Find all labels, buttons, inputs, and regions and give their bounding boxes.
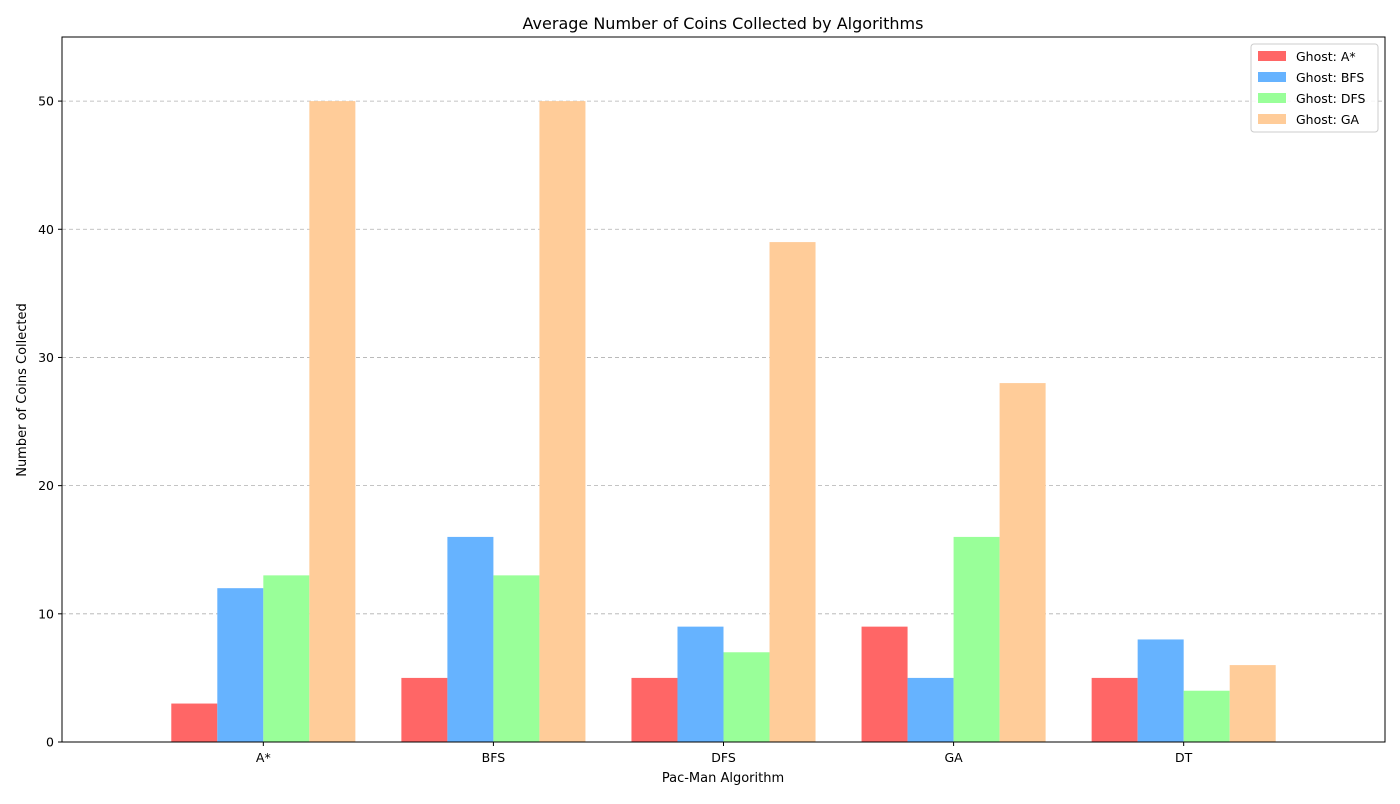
y-tick-label: 20: [38, 478, 54, 493]
bar-ghost-dfs-ga: [953, 536, 1000, 742]
grid-lines: [62, 100, 1385, 615]
x-tick-label: BFS: [482, 750, 506, 765]
plot-frame: [61, 36, 1386, 743]
y-tick-label: 40: [38, 222, 54, 237]
bar-ghost-bfs-ga: [907, 677, 954, 742]
x-tick-label: A*: [256, 750, 271, 765]
bar-ghost-a--ga: [861, 626, 908, 742]
bar-ghost-a--dt: [1091, 677, 1138, 742]
bar-ghost-dfs-bfs: [493, 575, 540, 742]
x-tick-label: GA: [944, 750, 963, 765]
legend-swatch: [1258, 114, 1286, 124]
bar-ghost-bfs-bfs: [447, 536, 494, 742]
legend-label: Ghost: BFS: [1296, 70, 1364, 85]
chart-title: Average Number of Coins Collected by Alg…: [523, 14, 924, 33]
y-tick-label: 0: [46, 735, 54, 750]
axes: 0 10 20 30 40 50 A* BFS DFS GA DT: [38, 36, 1386, 765]
bar-ghost-dfs-dt: [1183, 690, 1230, 742]
bar-ghost-bfs-a: [217, 588, 264, 742]
legend-label: Ghost: GA: [1296, 112, 1360, 127]
bar-ghost-ga-a: [309, 101, 356, 742]
y-axis-label: Number of Coins Collected: [15, 303, 30, 477]
bar-ghost-a--a: [171, 703, 218, 742]
y-tick-label: 30: [38, 350, 54, 365]
bar-ghost-a--bfs: [401, 677, 448, 742]
legend: Ghost: A* Ghost: BFS Ghost: DFS Ghost: GA: [1250, 43, 1379, 133]
bar-ghost-dfs-a: [263, 575, 310, 742]
bar-ghost-bfs-dt: [1137, 639, 1184, 742]
legend-swatch: [1258, 51, 1286, 61]
y-tick-label: 50: [38, 94, 54, 109]
legend-label: Ghost: A*: [1296, 49, 1356, 64]
legend-label: Ghost: DFS: [1296, 91, 1365, 106]
legend-box: [1250, 43, 1379, 133]
bar-ghost-ga-bfs: [539, 101, 586, 742]
bar-ghost-bfs-dfs: [677, 626, 724, 742]
bar-ghost-dfs-dfs: [723, 652, 770, 742]
y-tick-label: 10: [38, 606, 54, 621]
legend-swatch: [1258, 93, 1286, 103]
bar-ghost-ga-dfs: [769, 242, 816, 742]
bar-ghost-ga-dt: [1229, 665, 1276, 742]
legend-swatch: [1258, 72, 1286, 82]
bar-ghost-a--dfs: [631, 677, 678, 742]
x-axis-label: Pac-Man Algorithm: [662, 771, 784, 786]
bar-ghost-ga-ga: [999, 383, 1046, 742]
x-tick-label: DT: [1175, 750, 1193, 765]
x-tick-label: DFS: [711, 750, 736, 765]
bars: [171, 101, 1276, 742]
